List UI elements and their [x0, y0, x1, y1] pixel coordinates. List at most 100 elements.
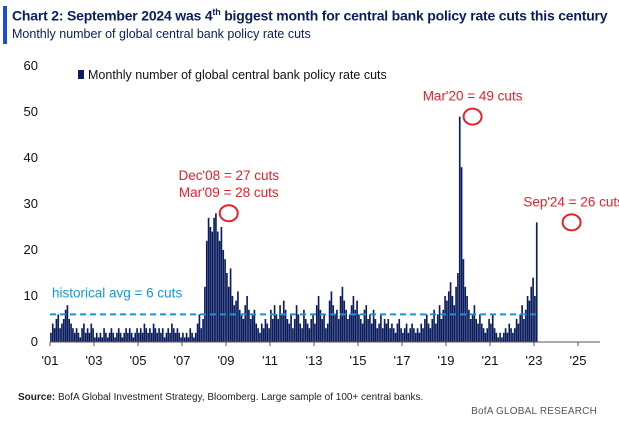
bar — [127, 332, 129, 342]
chart-title-suffix: biggest month for central bank policy ra… — [220, 7, 608, 24]
bar — [506, 332, 509, 342]
bar — [235, 300, 237, 342]
bar — [330, 291, 333, 342]
bar — [138, 332, 140, 342]
bar — [149, 328, 151, 342]
y-tick-label: 40 — [24, 150, 38, 165]
bar — [281, 314, 283, 342]
x-tick-label: '03 — [86, 353, 103, 368]
bar — [172, 328, 175, 342]
bar — [392, 328, 395, 342]
bar — [424, 319, 426, 342]
legend-swatch — [78, 70, 84, 79]
bar — [189, 328, 192, 342]
bar — [380, 314, 382, 342]
bar — [99, 332, 102, 342]
bar — [517, 323, 520, 342]
bar — [205, 240, 208, 342]
bar — [207, 217, 210, 342]
source-label: Source: — [18, 392, 56, 403]
bar — [169, 332, 171, 342]
bar — [77, 332, 80, 342]
bar — [315, 305, 318, 342]
bar — [266, 323, 269, 342]
bar — [469, 319, 472, 342]
bar — [147, 332, 149, 342]
bar — [224, 259, 226, 342]
bar — [128, 328, 131, 342]
bar — [436, 314, 439, 342]
y-tick-label: 20 — [24, 242, 38, 257]
x-tick-label: '25 — [570, 353, 587, 368]
bar-chart: 0 10 20 30 40 50 60 '01 '03 '05 '07 '09 '11 '13 '15 '17… — [24, 58, 619, 368]
bar — [488, 319, 490, 342]
bar — [183, 337, 186, 342]
bar — [468, 309, 470, 342]
bar — [94, 337, 96, 342]
bar — [323, 314, 325, 342]
bar — [86, 328, 89, 342]
bar — [352, 296, 355, 342]
bar — [473, 305, 476, 342]
bar — [504, 328, 507, 342]
annotation-circle — [218, 204, 239, 223]
bar — [325, 328, 327, 342]
bar — [295, 305, 298, 342]
bar — [119, 332, 122, 342]
y-tick-label: 60 — [24, 58, 38, 73]
bar — [521, 305, 523, 342]
bar — [361, 323, 364, 342]
x-tick-label: '17 — [394, 353, 411, 368]
y-tick-label: 50 — [24, 104, 38, 119]
bar — [513, 328, 516, 342]
x-tick-label: '01 — [42, 353, 59, 368]
bar — [112, 332, 115, 342]
bar — [81, 328, 83, 342]
bar — [79, 337, 82, 342]
y-tick-label: 10 — [24, 288, 38, 303]
bar — [73, 332, 76, 342]
bar — [359, 319, 362, 342]
bar — [156, 332, 159, 342]
bar — [387, 319, 390, 342]
bar — [163, 337, 166, 342]
bar — [429, 328, 432, 342]
bar — [339, 296, 342, 342]
bar — [198, 314, 201, 342]
bar — [299, 323, 302, 342]
bar — [83, 323, 85, 342]
bar — [420, 323, 423, 342]
bar — [457, 273, 459, 342]
bar — [286, 319, 289, 342]
y-tick-label: 0 — [31, 334, 38, 349]
bar — [343, 300, 346, 342]
bar — [475, 319, 478, 342]
bar — [275, 314, 278, 342]
bar — [97, 337, 100, 342]
bar — [486, 328, 489, 342]
chart-title-prefix: Chart 2: September 2024 was 4 — [12, 7, 213, 24]
bar — [350, 305, 353, 342]
bar — [381, 328, 384, 342]
bar — [167, 328, 170, 342]
bar — [460, 167, 463, 342]
bar — [493, 328, 496, 342]
bar — [411, 323, 413, 342]
bar — [482, 328, 485, 342]
bar — [453, 305, 456, 342]
bar — [216, 231, 219, 342]
bar — [326, 323, 329, 342]
x-tick-label: '09 — [218, 353, 235, 368]
bar — [182, 332, 184, 342]
bar — [90, 323, 93, 342]
bar — [391, 323, 393, 342]
bar — [458, 116, 461, 342]
bar — [304, 319, 307, 342]
annotation-label: Mar'20 = 49 cuts — [423, 89, 523, 104]
bar — [446, 300, 448, 342]
bar — [242, 319, 245, 342]
bar — [293, 319, 296, 342]
bar — [264, 319, 267, 342]
bar — [495, 332, 498, 342]
bar — [92, 328, 94, 342]
